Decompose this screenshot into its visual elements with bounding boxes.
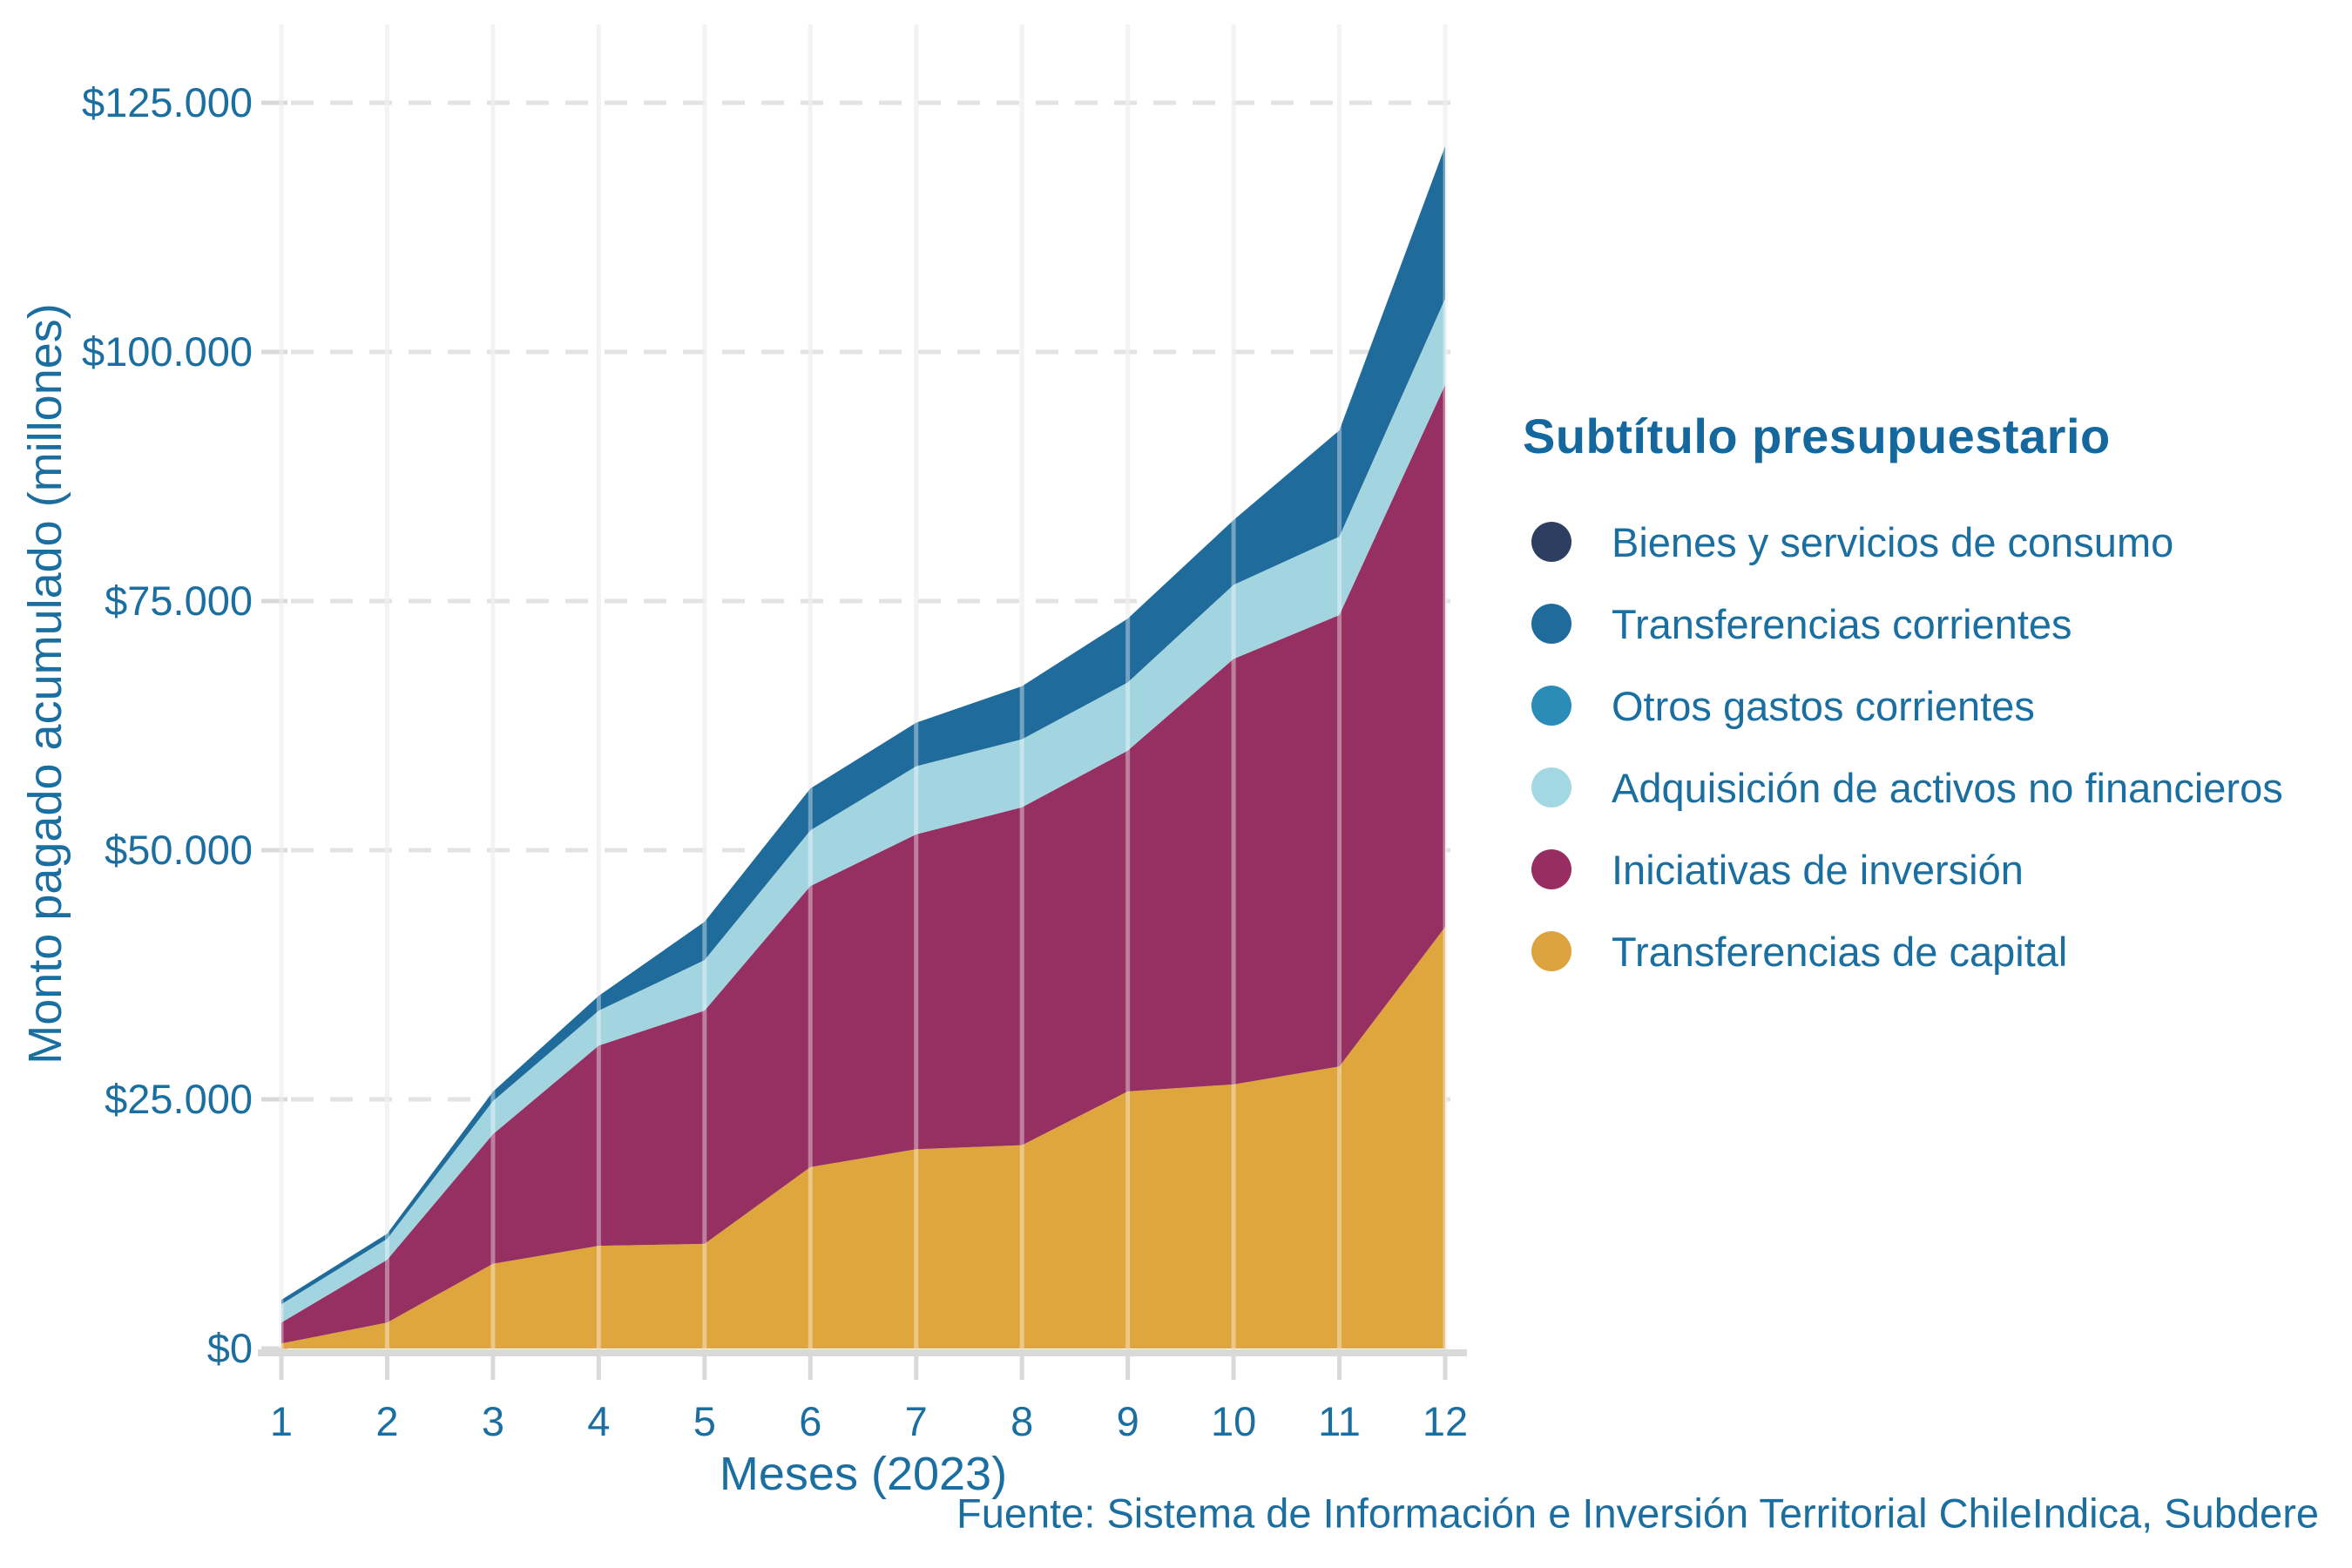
- x-tick-label: 10: [1211, 1398, 1256, 1444]
- y-tick-label: $125.000: [82, 79, 253, 125]
- x-tick-label: 8: [1010, 1398, 1033, 1444]
- x-tick-label: 11: [1318, 1398, 1361, 1444]
- area-series-iniciativas_inversion: [281, 384, 1445, 1344]
- legend-item-label: Bienes y servicios de consumo: [1612, 518, 2174, 565]
- x-tick-label: 1: [270, 1398, 293, 1444]
- legend-color-dot: [1531, 767, 1571, 808]
- legend-title: Subtítulo presupuestario: [1523, 409, 2111, 463]
- legend-item: Adquisición de activos no financieros: [1523, 747, 2307, 828]
- y-axis-title: Monto pagado acumulado (millones): [19, 303, 71, 1064]
- y-tick-label: $50.000: [105, 827, 253, 873]
- legend-item: Iniciativas de inversión: [1523, 828, 2307, 910]
- x-tick-label: 5: [693, 1398, 716, 1444]
- y-tick-label: $0: [207, 1325, 253, 1371]
- x-tick-label: 6: [799, 1398, 821, 1444]
- area-series-adquisicion_activos: [281, 298, 1445, 1323]
- legend-item-label: Iniciativas de inversión: [1612, 846, 2024, 893]
- legend: Subtítulo presupuestario Bienes y servic…: [1523, 408, 2307, 992]
- legend-item: Transferencias de capital: [1523, 910, 2307, 992]
- source-footer: Fuente: Sistema de Información e Inversi…: [956, 1490, 2319, 1537]
- x-tick-label: 3: [482, 1398, 504, 1444]
- legend-item: Otros gastos corrientes: [1523, 665, 2307, 747]
- legend-item-label: Adquisición de activos no financieros: [1612, 764, 2283, 811]
- legend-color-dot: [1531, 686, 1571, 726]
- legend-item: Transferencias corrientes: [1523, 583, 2307, 665]
- x-axis-title: Meses (2023): [719, 1448, 1008, 1500]
- y-tick-label: $75.000: [105, 578, 253, 624]
- legend-item-label: Transferencias de capital: [1612, 928, 2068, 975]
- stacked-area-chart: 1 2 3 4 5 6 7 8 9 10 11 12$0$25.000$50.000$75.000$1…: [82, 24, 1468, 1444]
- y-tick-label: $100.000: [82, 328, 253, 375]
- x-tick-label: 12: [1423, 1398, 1468, 1444]
- legend-color-dot: [1531, 849, 1571, 889]
- x-tick-label: 7: [905, 1398, 928, 1444]
- legend-item-label: Transferencias corrientes: [1612, 600, 2072, 647]
- x-tick-label: 4: [587, 1398, 610, 1444]
- x-tick-label: 9: [1117, 1398, 1139, 1444]
- legend-item-label: Otros gastos corrientes: [1612, 682, 2035, 729]
- legend-color-dot: [1531, 604, 1571, 644]
- x-tick-label: 2: [375, 1398, 398, 1444]
- legend-items: Bienes y servicios de consumo Transferenc…: [1523, 501, 2307, 992]
- legend-color-dot: [1531, 522, 1571, 562]
- legend-color-dot: [1531, 931, 1571, 971]
- legend-item: Bienes y servicios de consumo: [1523, 501, 2307, 583]
- y-tick-label: $25.000: [105, 1076, 253, 1122]
- area-series-transferencias_capital: [281, 927, 1445, 1348]
